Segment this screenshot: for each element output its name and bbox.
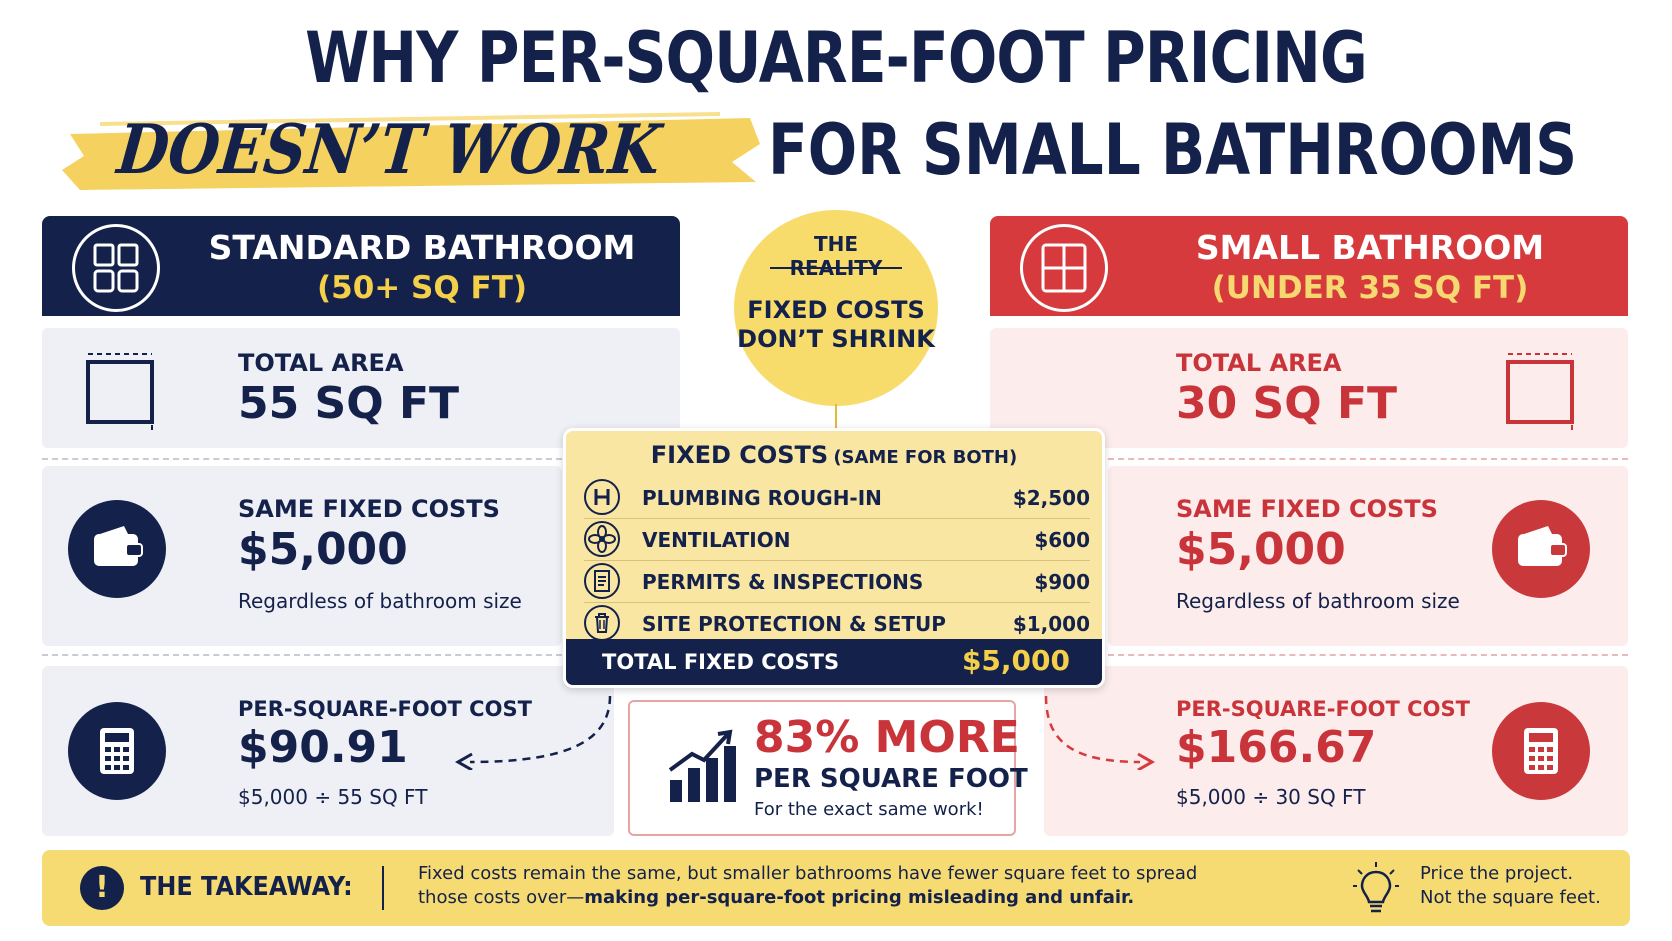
standard-fixed-value: $5,000 xyxy=(238,524,408,575)
trash-can-icon xyxy=(584,605,620,641)
small-fixed-panel: SAME FIXED COSTS $5,000 Regardless of ba… xyxy=(1108,466,1628,646)
fixed-cost-name: SITE PROTECTION & SETUP xyxy=(642,612,946,636)
standard-area-value: 55 SQ FT xyxy=(238,378,460,429)
connector-line xyxy=(835,404,837,428)
small-psf-value: $166.67 xyxy=(1176,722,1377,773)
fan-icon xyxy=(584,521,620,557)
wallet-icon xyxy=(1492,500,1590,598)
fixed-cost-row: PERMITS & INSPECTIONS $900 xyxy=(584,561,1090,603)
fixed-cost-row: SITE PROTECTION & SETUP $1,000 xyxy=(584,603,1090,645)
bar-chart-growth-icon xyxy=(668,729,736,802)
standard-psf-calc: $5,000 ÷ 55 SQ FT xyxy=(238,785,428,809)
standard-psf-panel: PER-SQUARE-FOOT COST $90.91 $5,000 ÷ 55 … xyxy=(42,666,614,836)
takeaway-text-line-2: those costs over—making per-square-foot … xyxy=(418,886,1134,910)
arrow-to-standard xyxy=(454,695,612,770)
arrow-to-small xyxy=(1044,695,1156,770)
small-area-value: 30 SQ FT xyxy=(1176,378,1398,429)
comparison-box: 83% MORE PER SQUARE FOOT For the exact s… xyxy=(628,700,1028,836)
small-area-label: TOTAL AREA xyxy=(1176,349,1342,377)
small-header-title: SMALL BATHROOM xyxy=(1195,228,1545,267)
bathroom-tiles-icon xyxy=(1020,224,1108,312)
document-icon xyxy=(584,563,620,599)
total-fixed-costs-label: TOTAL FIXED COSTS xyxy=(602,650,840,674)
fixed-cost-value: $900 xyxy=(1034,570,1090,594)
standard-fixed-panel: SAME FIXED COSTS $5,000 Regardless of ba… xyxy=(42,466,562,646)
standard-psf-value: $90.91 xyxy=(238,722,408,773)
small-bathroom-header: SMALL BATHROOM (UNDER 35 SQ FT) xyxy=(990,216,1628,316)
divider xyxy=(1108,654,1628,656)
standard-bathroom-header: STANDARD BATHROOM (50+ SQ FT) xyxy=(42,216,680,316)
standard-fixed-label: SAME FIXED COSTS xyxy=(238,495,500,523)
small-fixed-value: $5,000 xyxy=(1176,524,1346,575)
total-fixed-costs-bar: TOTAL FIXED COSTS $5,000 xyxy=(566,639,1102,685)
standard-header-title: STANDARD BATHROOM xyxy=(208,228,636,267)
fixed-cost-row: VENTILATION $600 xyxy=(584,519,1090,561)
small-header-subtitle: (UNDER 35 SQ FT) xyxy=(1211,270,1529,306)
fixed-costs-note: (SAME FOR BOTH) xyxy=(833,447,1018,468)
title-line-2: FOR SMALL BATHROOMS xyxy=(768,109,1578,191)
takeaway-tip-line-1: Price the project. xyxy=(1420,863,1574,884)
fixed-cost-value: $1,000 xyxy=(1012,612,1090,636)
standard-fixed-note: Regardless of bathroom size xyxy=(238,589,522,613)
takeaway-tip-line-2: Not the square feet. xyxy=(1420,887,1601,908)
small-psf-label: PER-SQUARE-FOOT COST xyxy=(1176,697,1470,721)
takeaway-bar: ! THE TAKEAWAY: Fixed costs remain the s… xyxy=(42,850,1630,926)
small-psf-panel: PER-SQUARE-FOOT COST $166.67 $5,000 ÷ 30… xyxy=(1044,666,1628,836)
takeaway-text-plain: those costs over— xyxy=(418,887,585,908)
divider xyxy=(770,267,902,269)
standard-area-label: TOTAL AREA xyxy=(238,349,404,377)
fixed-cost-value: $2,500 xyxy=(1012,486,1090,510)
reality-line-2: REALITY xyxy=(789,256,883,280)
takeaway-text-bold: making per-square-foot pricing misleadin… xyxy=(584,887,1135,908)
reality-line-3: FIXED COSTS xyxy=(747,296,925,324)
takeaway-text-line-1: Fixed costs remain the same, but smaller… xyxy=(418,863,1198,884)
reality-badge: THE REALITY FIXED COSTS DON’T SHRINK xyxy=(734,210,938,406)
fixed-cost-value: $600 xyxy=(1034,528,1090,552)
fixed-cost-name: PERMITS & INSPECTIONS xyxy=(642,570,924,594)
fixed-cost-row: PLUMBING ROUGH-IN $2,500 xyxy=(584,477,1090,519)
reality-line-4: DON’T SHRINK xyxy=(737,325,935,353)
comparison-note: For the exact same work! xyxy=(754,799,984,820)
small-psf-calc: $5,000 ÷ 30 SQ FT xyxy=(1176,785,1366,809)
takeaway-label: THE TAKEAWAY: xyxy=(140,872,353,902)
lightbulb-icon xyxy=(1353,862,1399,913)
fixed-costs-heading: FIXED COSTS (SAME FOR BOTH) xyxy=(566,441,1102,469)
exclamation-icon: ! xyxy=(80,866,124,910)
fixed-costs-title: FIXED COSTS xyxy=(650,441,829,469)
fixed-costs-box: FIXED COSTS (SAME FOR BOTH) PLUMBING ROU… xyxy=(563,428,1105,688)
standard-psf-label: PER-SQUARE-FOOT COST xyxy=(238,697,532,721)
bathroom-tiles-icon xyxy=(72,224,160,312)
standard-header-subtitle: (50+ SQ FT) xyxy=(316,270,528,306)
divider xyxy=(42,654,562,656)
title-highlight: DOESN’T WORK xyxy=(113,110,665,190)
highlight-brush-stroke xyxy=(62,112,760,190)
reality-line-1: THE xyxy=(813,232,859,256)
small-fixed-label: SAME FIXED COSTS xyxy=(1176,495,1438,523)
small-fixed-note: Regardless of bathroom size xyxy=(1176,589,1460,613)
area-icon xyxy=(86,353,154,430)
fixed-cost-name: PLUMBING ROUGH-IN xyxy=(642,486,882,510)
title-line-1: WHY PER-SQUARE-FOOT PRICING xyxy=(305,17,1368,99)
comparison-subline: PER SQUARE FOOT xyxy=(754,764,1028,794)
divider xyxy=(1108,458,1628,460)
pipe-icon xyxy=(584,479,620,515)
divider xyxy=(42,458,562,460)
divider xyxy=(382,866,384,910)
calculator-icon xyxy=(1492,702,1590,800)
comparison-headline: 83% MORE xyxy=(754,712,1020,763)
fixed-cost-name: VENTILATION xyxy=(642,528,791,552)
total-fixed-costs-value: $5,000 xyxy=(961,644,1070,677)
calculator-icon xyxy=(68,702,166,800)
wallet-icon xyxy=(68,500,166,598)
area-icon xyxy=(1506,353,1574,430)
